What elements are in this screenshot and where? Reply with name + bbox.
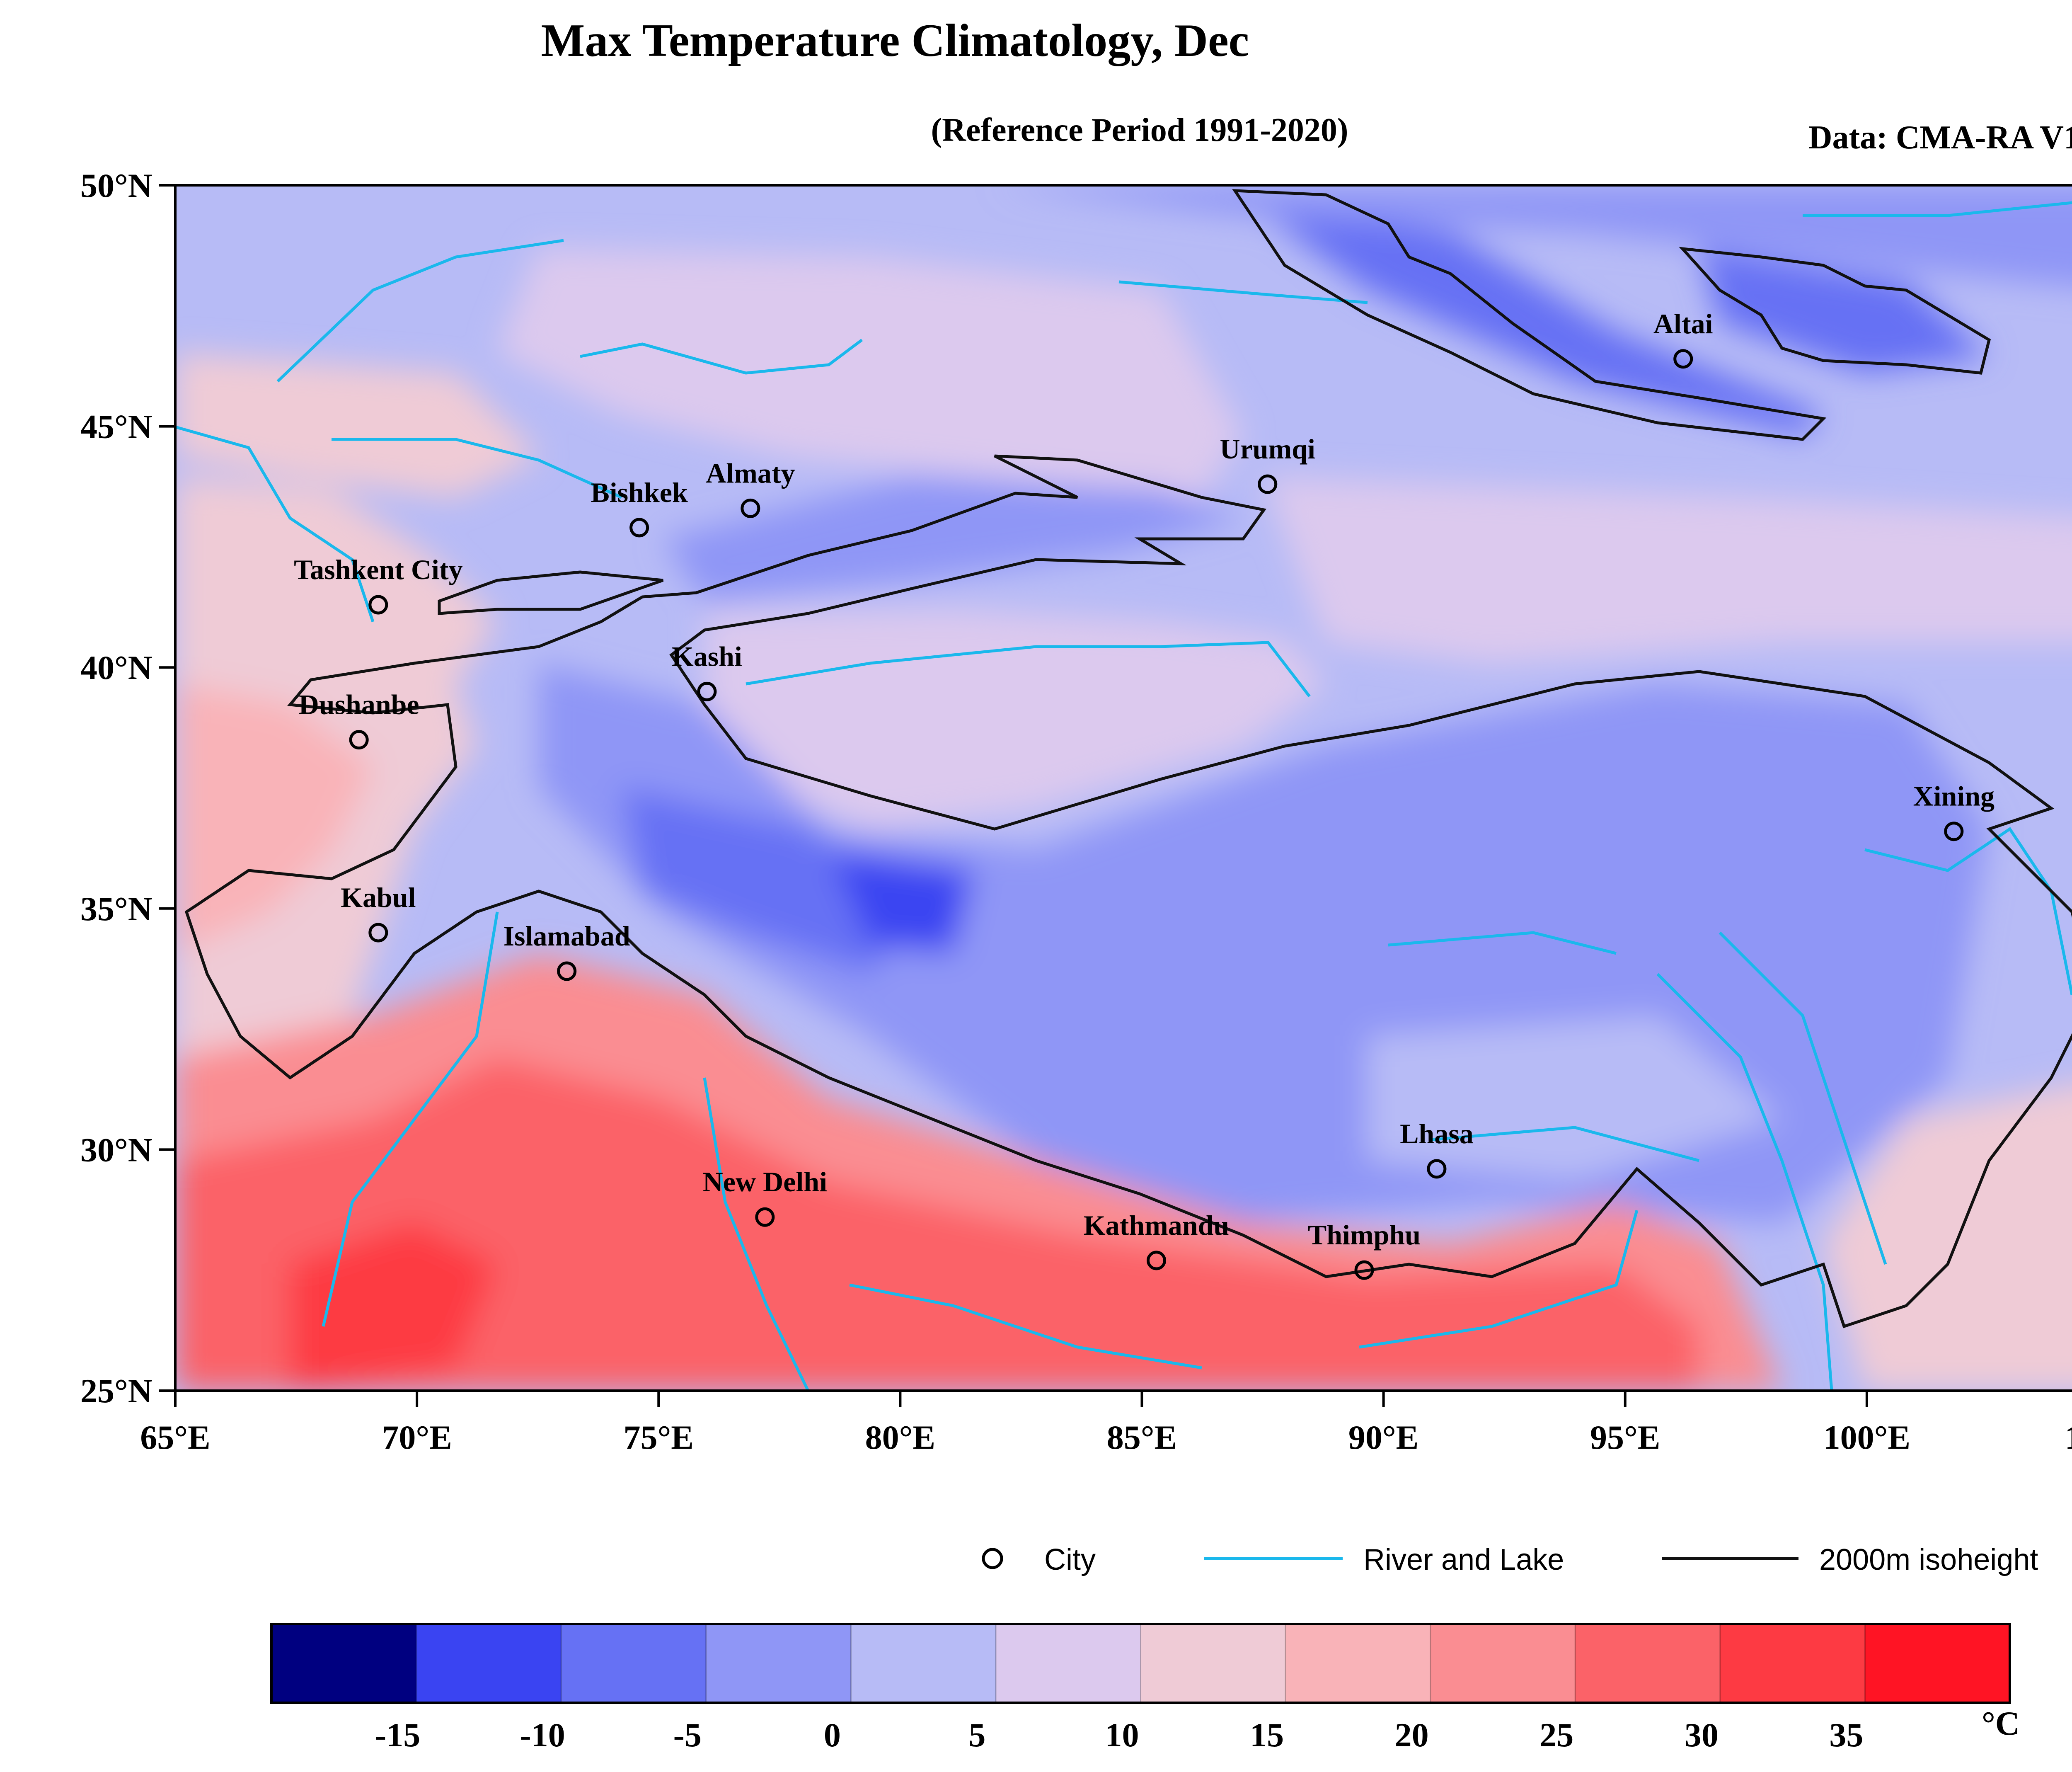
colorbar-swatch <box>271 1624 417 1703</box>
city-label: New Delhi <box>703 1166 827 1197</box>
city-marker <box>368 923 388 943</box>
city-marker <box>1354 1260 1374 1280</box>
colorbar-swatch <box>1140 1624 1286 1703</box>
lon-tick-label: 90°E <box>1348 1418 1419 1456</box>
city-marker <box>1427 1159 1447 1179</box>
lon-tick-label: 80°E <box>865 1418 936 1456</box>
isoheight-2000m-contours <box>184 189 2072 1328</box>
lon-tick-label: 70°E <box>382 1418 452 1456</box>
lon-tick-label: 105°E <box>2065 1418 2072 1456</box>
colorbar-tick-label: -10 <box>520 1716 565 1754</box>
city-marker <box>368 595 388 615</box>
lon-tick-label: 85°E <box>1107 1418 1177 1456</box>
colorbar-frame <box>270 1623 2011 1704</box>
city-markers: Altai Urumqi Almaty Bishkek Tashkent City Kas… <box>294 308 1995 1280</box>
colorbar-swatch <box>706 1624 852 1703</box>
city-marker <box>697 681 717 701</box>
lat-tick-label: 45°N <box>80 408 152 446</box>
city-marker <box>755 1207 775 1227</box>
legend-city-marker <box>982 1548 1003 1569</box>
legend-city-label: City <box>1044 1543 1096 1576</box>
city-label: Bishkek <box>591 477 688 508</box>
legend-isoheight-label: 2000m isoheight <box>1819 1543 2038 1576</box>
colorbar-tick-label: 30 <box>1685 1716 1719 1754</box>
colorbar-unit: °C <box>1982 1704 2020 1742</box>
map-title: Max Temperature Climatology, Dec <box>541 15 1249 66</box>
legend-river-label: River and Lake <box>1363 1543 1564 1576</box>
lon-tick-label: 65°E <box>140 1418 211 1456</box>
colorbar-swatch <box>1575 1624 1721 1703</box>
colorbar-tick-label: 10 <box>1105 1716 1139 1754</box>
lat-tick-label: 35°N <box>80 890 152 928</box>
city-marker <box>1146 1251 1166 1270</box>
lat-tick-label: 30°N <box>80 1131 152 1168</box>
rivers-and-lakes <box>175 201 2072 1391</box>
city-label: Dushanbe <box>299 689 419 720</box>
colorbar-tick-label: -5 <box>673 1716 702 1754</box>
colorbar-tick-label: 15 <box>1250 1716 1284 1754</box>
lon-tick-label: 100°E <box>1823 1418 1911 1456</box>
lat-tick-label: 25°N <box>80 1372 152 1410</box>
colorbar-tick-label: 0 <box>824 1716 841 1754</box>
city-label: Tashkent City <box>294 554 463 585</box>
lat-tick-label: 50°N <box>80 167 152 204</box>
city-marker <box>349 730 369 750</box>
map-subtitle: (Reference Period 1991-2020) <box>931 112 1348 148</box>
city-marker <box>741 498 760 518</box>
colorbar-tick-label: -15 <box>375 1716 420 1754</box>
colorbar-tick-label: 20 <box>1395 1716 1429 1754</box>
city-label: Lhasa <box>1400 1118 1474 1149</box>
colorbar-swatch <box>416 1624 562 1703</box>
lon-tick-label: 75°E <box>624 1418 694 1456</box>
colorbar-swatch <box>995 1624 1141 1703</box>
colorbar-swatch <box>1285 1624 1431 1703</box>
lat-tick-label: 40°N <box>80 649 152 686</box>
city-label: Almaty <box>706 457 795 489</box>
city-label: Kashi <box>672 640 742 672</box>
map-legend: City River and Lake 2000m isoheight <box>982 1543 2038 1576</box>
city-marker <box>1673 349 1693 369</box>
city-marker <box>629 518 649 538</box>
city-label: Islamabad <box>503 920 630 952</box>
colorbar-tick-label: 25 <box>1539 1716 1573 1754</box>
colorbar-swatch <box>561 1624 707 1703</box>
colorbar-tick-label: 35 <box>1829 1716 1863 1754</box>
city-marker <box>1258 474 1278 494</box>
longitude-axis: 65°E 70°E 75°E 80°E 85°E 90°E 95°E 100°E 105°E <box>140 1391 2072 1456</box>
city-marker <box>557 961 577 981</box>
lon-tick-label: 95°E <box>1590 1418 1661 1456</box>
city-marker <box>1944 822 1964 841</box>
colorbar: -15 -10 -5 0 5 10 15 20 25 30 35 <box>270 1623 2011 1754</box>
city-label: Urumqi <box>1220 433 1315 465</box>
latitude-axis: 25°N 30°N 35°N 40°N 45°N 50°N <box>80 167 175 1410</box>
city-label: Kathmandu <box>1084 1210 1229 1241</box>
city-label: Kabul <box>341 882 416 913</box>
city-label: Altai <box>1653 308 1713 339</box>
colorbar-swatch <box>1865 1624 2010 1703</box>
colorbar-swatch <box>1430 1624 1576 1703</box>
temperature-field <box>175 185 2072 1391</box>
colorbar-tick-label: 5 <box>968 1716 985 1754</box>
city-label: Thimphu <box>1308 1219 1421 1251</box>
city-label: Xining <box>1913 781 1995 812</box>
data-source-label: Data: CMA-RA V1.5 <box>1808 119 2072 156</box>
colorbar-swatch <box>851 1624 996 1703</box>
colorbar-swatch <box>1720 1624 1866 1703</box>
